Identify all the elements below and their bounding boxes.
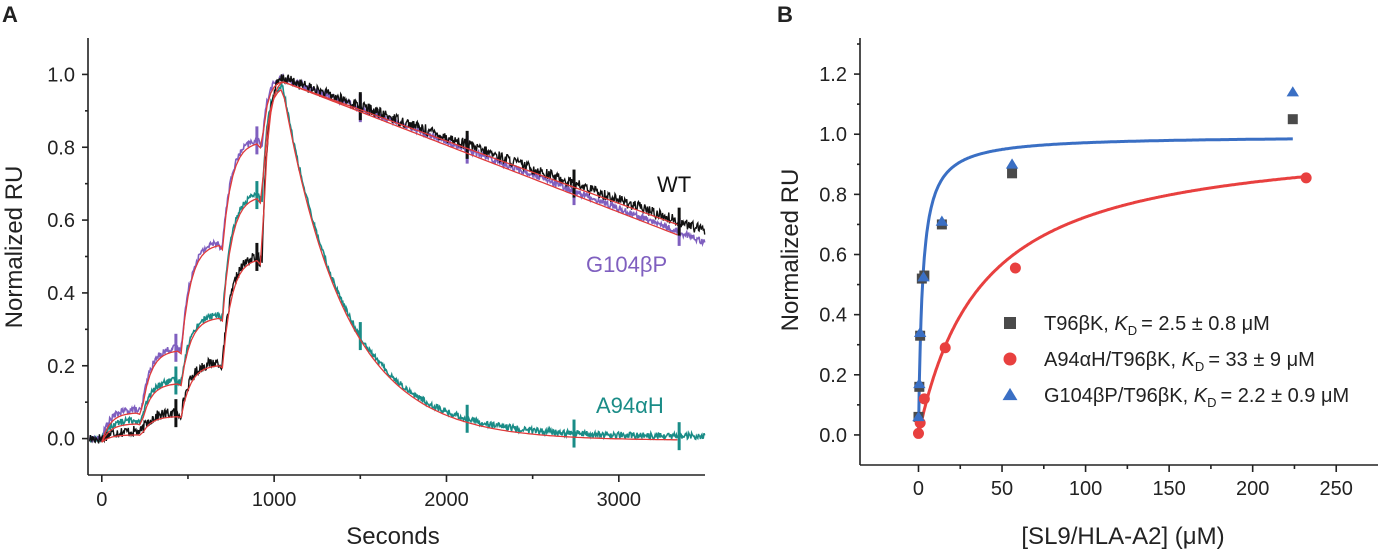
panel-a-y-tick-label: 0.8 (47, 137, 75, 159)
data-point-t96k (1007, 168, 1018, 179)
fit-line-g104p (101, 81, 678, 443)
legend-marker-t96k (1004, 317, 1016, 329)
panel-b-y-axis-title: Normalized RU (777, 169, 804, 332)
data-point-g104pt96k (913, 326, 927, 337)
data-point-g104pt96k (912, 410, 925, 422)
panel-a-x-tick-label: 1000 (252, 489, 297, 511)
data-point-a94ht96k (918, 393, 930, 405)
legend-marker-a94ht96k (1003, 352, 1017, 366)
panel-b-x-tick-label: 250 (1320, 478, 1353, 500)
data-point-a94ht96k (1009, 262, 1021, 274)
data-point-a94ht96k (1300, 172, 1312, 184)
panel-b-legend: T96βK, KD = 2.5 ± 0.8 μM A94αH/T96βK, KD = … (1002, 313, 1349, 410)
panel-a-x-tick-label: 3000 (597, 489, 642, 511)
series-label-wt: WT (657, 172, 691, 197)
panel-b-label: B (777, 2, 793, 27)
panel-b-x-tick-label: 200 (1236, 478, 1269, 500)
data-point-g104pt96k (1286, 86, 1299, 97)
data-point-a94ht96k (939, 342, 951, 354)
panel-b-y-tick-label: 1.2 (819, 64, 847, 86)
panel-a-x-tick-label: 2000 (424, 489, 469, 511)
fit-line-wt (101, 81, 678, 443)
data-point-g104pt96k (913, 377, 926, 389)
panel-a-y-axis-title: Normalized RU (1, 166, 28, 329)
panel-b-y-tick-label: 1.0 (819, 124, 847, 146)
fit-curve-g104pt96k (917, 137, 1293, 435)
legend-entry-a94ht96k: A94αH/T96βK, KD = 33 ± 9 μM (1044, 349, 1315, 374)
panel-b-axes: 0.0 0.2 0.4 0.6 0.8 1.0 1.2 0 50 100 150 200 250 (819, 38, 1378, 500)
panel-b-x-tick-label: 0 (913, 478, 924, 500)
panel-b-x-tick-label: 50 (991, 478, 1013, 500)
legend-marker-g104pt96k (1002, 387, 1018, 401)
panel-a-axes: 0.0 0.2 0.4 0.6 0.8 1.0 0 1000 2000 3000 (47, 38, 705, 511)
fit-curve-a94ht96k (917, 175, 1307, 436)
legend-entry-t96k: T96βK, KD = 2.5 ± 0.8 μM (1044, 313, 1270, 338)
panel-b-x-tick-label: 100 (1069, 478, 1102, 500)
panel-a-y-tick-label: 0.6 (47, 210, 75, 232)
panel-b-data-points (912, 86, 1312, 439)
series-label-a94ah: A94αH (596, 393, 664, 418)
panel-a-x-tick-label: 0 (96, 489, 107, 511)
panel-a-y-tick-label: 0.4 (47, 283, 75, 305)
series-label-g104bp: G104βP (586, 252, 667, 277)
data-point-g104pt96k (917, 271, 930, 282)
panel-a-label: A (2, 2, 18, 27)
fit-line-a94h (101, 88, 678, 443)
panel-b-x-tick-label: 150 (1152, 478, 1185, 500)
panel-b-fit-curves (917, 137, 1307, 436)
legend-entry-g104pt96k: G104βP/T96βK, KD = 2.2 ± 0.9 μM (1044, 385, 1349, 410)
trace-a94h (89, 82, 706, 444)
trace-g104p (88, 72, 706, 443)
trace-wt (89, 74, 706, 444)
data-point-a94ht96k (912, 427, 924, 439)
data-point-g104pt96k (935, 215, 949, 226)
panel-a-y-tick-label: 1.0 (47, 64, 75, 86)
panel-b-chart: B 0.0 0.2 0.4 0.6 0.8 1.0 1.2 0 50 100 150 200 250 [… (777, 2, 1378, 550)
panel-b-x-axis-title: [SL9/HLA-A2] (μM) (1021, 523, 1224, 550)
data-point-g104pt96k (1005, 158, 1019, 169)
panel-a-y-tick-label: 0.0 (47, 429, 75, 451)
panel-b-y-tick-label: 0.8 (819, 184, 847, 206)
panel-b-y-tick-label: 0.4 (819, 305, 847, 327)
panel-b-y-tick-label: 0.2 (819, 365, 847, 387)
panel-a-y-tick-label: 0.2 (47, 356, 75, 378)
panel-b-y-tick-label: 0.6 (819, 245, 847, 267)
panel-a-traces (88, 72, 706, 451)
panel-b-y-tick-label: 0.0 (819, 425, 847, 447)
data-point-t96k (1287, 114, 1298, 125)
panel-a-chart: A 0.0 0.2 0.4 0.6 0.8 1.0 0 1000 2000 3000 Second… (1, 2, 706, 550)
panel-a-x-axis-title: Seconds (346, 523, 439, 550)
panel-a-fit-lines (101, 81, 678, 443)
